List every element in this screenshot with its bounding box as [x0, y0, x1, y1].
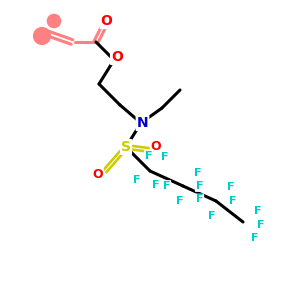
- Text: F: F: [152, 179, 160, 190]
- Text: F: F: [257, 220, 265, 230]
- Text: N: N: [137, 116, 148, 130]
- Text: F: F: [161, 152, 169, 163]
- Text: O: O: [100, 14, 112, 28]
- Text: F: F: [229, 196, 236, 206]
- Text: F: F: [227, 182, 235, 193]
- Text: F: F: [133, 175, 140, 185]
- Text: O: O: [111, 50, 123, 64]
- Text: F: F: [208, 211, 215, 221]
- Text: F: F: [176, 196, 184, 206]
- Text: S: S: [121, 140, 131, 154]
- Text: O: O: [92, 167, 103, 181]
- Text: F: F: [194, 167, 202, 178]
- Text: F: F: [196, 181, 203, 191]
- Circle shape: [47, 14, 61, 28]
- Text: F: F: [145, 151, 152, 161]
- Text: F: F: [196, 194, 203, 205]
- Text: F: F: [163, 181, 170, 191]
- Text: O: O: [151, 140, 161, 154]
- Text: F: F: [251, 232, 259, 243]
- Text: F: F: [254, 206, 262, 217]
- Circle shape: [34, 28, 50, 44]
